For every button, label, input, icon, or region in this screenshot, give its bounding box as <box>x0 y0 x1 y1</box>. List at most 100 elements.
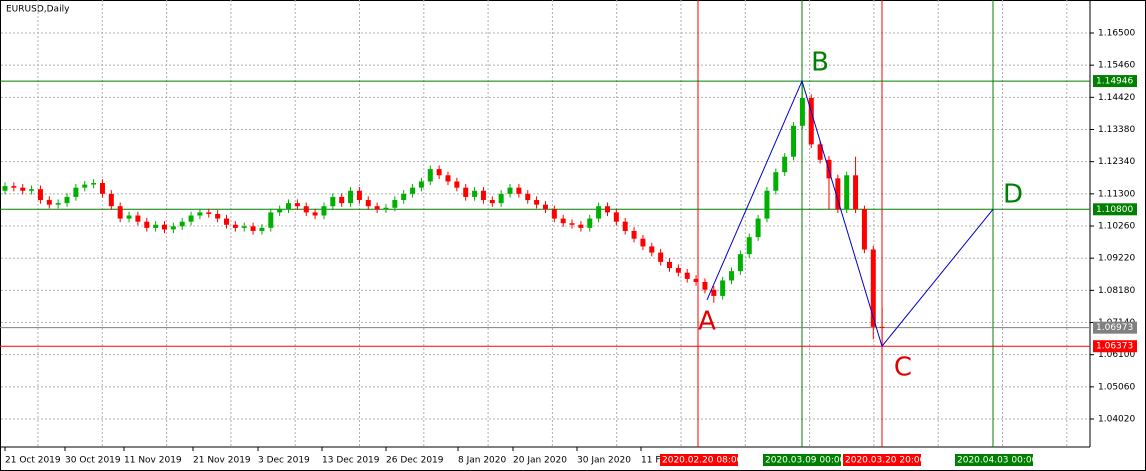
price-label: 1.10800 <box>1096 205 1133 215</box>
candle-body <box>817 144 823 160</box>
candle-body <box>99 183 105 194</box>
y-tick-label: 1.15460 <box>1098 61 1135 71</box>
x-tick-label: 20 Jan 2020 <box>513 456 567 466</box>
candle-body <box>480 190 486 201</box>
candle-body <box>755 218 761 238</box>
y-tick-label: 1.11300 <box>1098 189 1135 199</box>
vertical-line-label-box <box>660 454 738 466</box>
x-tick-label: 30 Oct 2019 <box>65 456 121 466</box>
candle-body <box>729 271 735 281</box>
candle-body <box>604 206 610 213</box>
candle-body <box>649 246 655 253</box>
candle-body <box>684 272 690 279</box>
y-tick-label: 1.12340 <box>1098 157 1135 167</box>
candle-body <box>383 207 389 210</box>
candle-body <box>188 215 194 222</box>
candle-body <box>596 206 602 219</box>
pattern-point-label: A <box>698 307 716 337</box>
candle-body <box>693 278 699 282</box>
candle-body <box>870 249 876 327</box>
y-tick-label: 1.13380 <box>1098 125 1135 135</box>
candle-body <box>702 281 708 290</box>
candle-body <box>339 196 345 204</box>
vertical-line-label-box <box>955 454 1033 466</box>
candle-body <box>844 175 850 210</box>
candle-body <box>153 224 159 228</box>
pattern-point-label: C <box>894 353 912 383</box>
price-label: 1.06373 <box>1096 342 1133 352</box>
candle-body <box>534 200 540 205</box>
candle-body <box>401 193 407 201</box>
vertical-line-label-box <box>843 454 921 466</box>
x-tick-label: 30 Jan 2020 <box>577 456 631 466</box>
candle-body <box>667 261 672 269</box>
candle-body <box>835 178 841 210</box>
price-label-box <box>1093 75 1137 88</box>
price-label-box <box>1093 321 1137 334</box>
candle-body <box>773 172 779 191</box>
candle-body <box>746 237 752 255</box>
candle-body <box>286 203 292 210</box>
x-tick-label: 3 Dec 2019 <box>258 456 310 466</box>
vertical-line-label: 2020.02.20 08:00 <box>662 456 743 466</box>
price-label-box <box>1093 203 1137 216</box>
pattern-line <box>706 79 994 348</box>
candle-body <box>861 209 867 250</box>
candle-body <box>427 169 433 182</box>
candle-body <box>268 212 274 228</box>
candle-body <box>507 187 513 194</box>
y-tick-label: 1.04020 <box>1098 415 1135 425</box>
candle-body <box>392 200 398 208</box>
x-tick-label: 21 Oct 2019 <box>5 456 61 466</box>
candle-body <box>764 190 770 219</box>
candle-body <box>11 186 17 188</box>
candle-body <box>454 181 460 188</box>
candle-body <box>560 218 566 224</box>
candle-body <box>250 226 256 231</box>
y-tick-label: 1.14420 <box>1098 93 1135 103</box>
candle-body <box>259 227 265 231</box>
candle-body <box>365 200 371 207</box>
candle-body <box>330 196 336 207</box>
candle-body <box>445 175 451 182</box>
candle-body <box>312 212 318 216</box>
candle-body <box>82 184 88 188</box>
candle-body <box>64 196 70 204</box>
candle-body <box>737 254 743 272</box>
candle-body <box>91 183 97 185</box>
candle-body <box>720 280 726 296</box>
pattern-point-label: B <box>811 48 829 78</box>
price-label: 1.14946 <box>1096 77 1133 87</box>
candle-body <box>675 268 681 273</box>
candle-body <box>303 206 309 213</box>
candle-body <box>525 193 531 201</box>
candle-body <box>55 203 61 205</box>
candle-body <box>418 181 424 188</box>
candle-body <box>791 125 797 157</box>
candle-body <box>29 189 35 191</box>
candle-body <box>463 187 469 197</box>
candle-body <box>879 326 885 328</box>
candle-body <box>224 218 229 225</box>
candle-body <box>206 212 212 214</box>
y-tick-label: 1.16500 <box>1098 29 1135 39</box>
candle-body <box>374 206 380 210</box>
candle-body <box>144 221 150 228</box>
candle-body <box>516 187 522 194</box>
vertical-line-label: 2020.03.20 20:00 <box>845 456 926 466</box>
candle-body <box>294 203 300 207</box>
candle-body <box>197 212 203 216</box>
y-tick-label: 1.09220 <box>1098 254 1135 264</box>
y-tick-label: 1.06100 <box>1098 350 1135 360</box>
candle-body <box>179 221 185 227</box>
candle-body <box>73 187 79 197</box>
candle-body <box>410 187 416 194</box>
x-tick-label: 11 Nov 2019 <box>124 456 182 466</box>
candle-body <box>277 209 283 213</box>
price-label-box <box>1093 340 1137 353</box>
candle-body <box>551 209 557 219</box>
y-tick-label: 1.08180 <box>1098 286 1135 296</box>
candle-body <box>782 156 788 173</box>
candle-body <box>2 186 8 191</box>
